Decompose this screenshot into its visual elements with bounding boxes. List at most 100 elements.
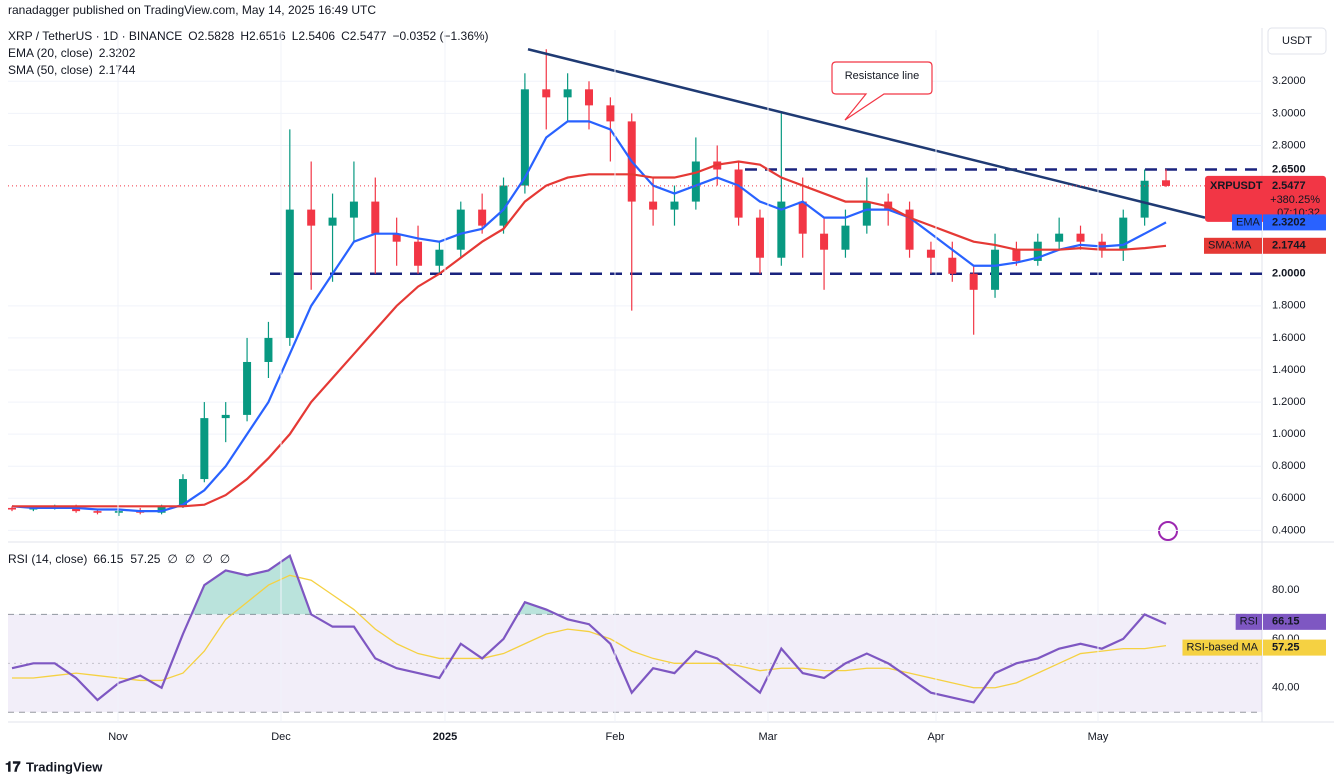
candle-body [691,161,700,202]
series-tag: EMA [1236,216,1261,228]
candle-body [649,201,658,210]
series-tag: SMA:MA [1208,240,1252,252]
y-tick-label: 0.4000 [1272,524,1306,536]
rsi-title: RSI (14, close) [8,552,87,566]
x-tick-label: Apr [927,731,944,743]
candle-body [371,201,380,234]
y-tick-label: 1.2000 [1272,396,1306,408]
series-tag-box [1204,237,1262,254]
series-price-box [1263,214,1326,231]
rsi-value-label: 57.25 [1272,642,1300,654]
candle-body [114,511,123,513]
rsi-series-tag-box [1235,613,1262,630]
candle-body [499,185,508,226]
candle-body [285,209,294,338]
y-tick-label: 0.6000 [1272,492,1306,504]
x-tick-label: May [1088,731,1109,743]
candle-body [307,209,316,226]
moving-average-line [12,160,1167,508]
candle-body [862,201,871,226]
candle-body [905,209,914,250]
y-tick-label: 1.0000 [1272,428,1306,440]
rsi-tick-label: 80.00 [1272,584,1300,596]
candle-body [969,273,978,290]
last-price-change: +380.25% [1270,194,1320,206]
rsi-pane [8,554,1262,713]
y-tick-label: 1.4000 [1272,364,1306,376]
rsi-legend-value: ∅ [167,552,177,566]
candle-body [178,479,187,507]
candle-body [542,89,551,98]
header: ranadagger published on TradingView.com,… [8,3,376,17]
rsi-value-label: 66.15 [1272,616,1300,628]
candle-body [264,337,273,362]
series-price-box [1263,237,1326,254]
callout-label: Resistance line [845,70,920,82]
rsi-line [12,574,1167,689]
rsi-line [11,554,1167,704]
series-price-label: 2.1744 [1272,240,1307,252]
x-tick-label: Feb [606,731,625,743]
logo-icon: 𝟏𝟕 [5,759,21,775]
rsi-legend-value: 57.25 [130,552,160,566]
candle-body [841,225,850,250]
legend-item: C2.5477 [341,29,387,43]
rsi-tick-label: 40.00 [1272,682,1300,694]
candle-body [755,217,764,258]
candle-body [1033,241,1042,261]
candle-body [606,105,615,122]
y-tick-label: 3.0000 [1272,107,1306,119]
rsi-value-box [1263,639,1326,656]
x-tick-label: Dec [271,731,291,743]
price-pane [8,48,1262,531]
x-tick-label: Mar [759,731,778,743]
y-tick-label: 3.2000 [1272,75,1306,87]
candle-body [456,209,465,250]
currency-button[interactable] [1267,27,1327,55]
candle-body [93,511,102,513]
candle-body [563,89,572,98]
currency[interactable]: USDT [1282,35,1312,47]
y-tick-label: 1.6000 [1272,332,1306,344]
candle-body [798,201,807,234]
candle-body [1076,233,1085,242]
candle-body [734,169,743,218]
candle-body [1162,180,1170,186]
candle-body [243,361,252,415]
candle-body [670,201,679,210]
legend-item: O2.5828 [188,29,234,43]
last-price-box [1205,175,1326,222]
candle-body [8,507,16,510]
resistance-line [527,48,1206,219]
legend-series-value: 2.3202 [99,46,136,60]
candle-body [777,201,786,258]
y-tick-label: 0.8000 [1272,460,1306,472]
rsi-legend-value: ∅ [220,552,230,566]
candle-body [478,209,487,226]
legend-series-name: EMA (20, close) [8,46,93,60]
candle-body [1055,233,1064,242]
candle-body [1012,249,1021,261]
rsi-overbought-fill [191,555,557,615]
candle-body [349,201,358,218]
rsi-legend-value: ∅ [202,552,212,566]
candle-body [435,249,444,266]
candle-body [585,89,593,106]
last-price-label: 2.5477 [1272,180,1306,192]
flash-icon[interactable] [1158,521,1178,541]
footer-logo: TradingView [26,759,103,774]
legend-item: −0.0352 (−1.36%) [392,29,488,43]
legend-series-name: SMA (50, close) [8,63,93,77]
callout-box [831,61,933,121]
rsi-series-tag: RSI-based MA [1186,642,1258,654]
candle-body [926,249,935,258]
last-price-symbol: XRPUSDT [1210,180,1263,192]
rsi-value-box [1263,613,1326,630]
legend-item: XRP / TetherUS · 1D · BINANCE [8,29,182,43]
candle-body [991,249,1000,290]
candle-body [948,257,957,274]
candle-body [328,217,337,226]
candle-body [520,89,529,186]
candle-body [414,241,423,266]
